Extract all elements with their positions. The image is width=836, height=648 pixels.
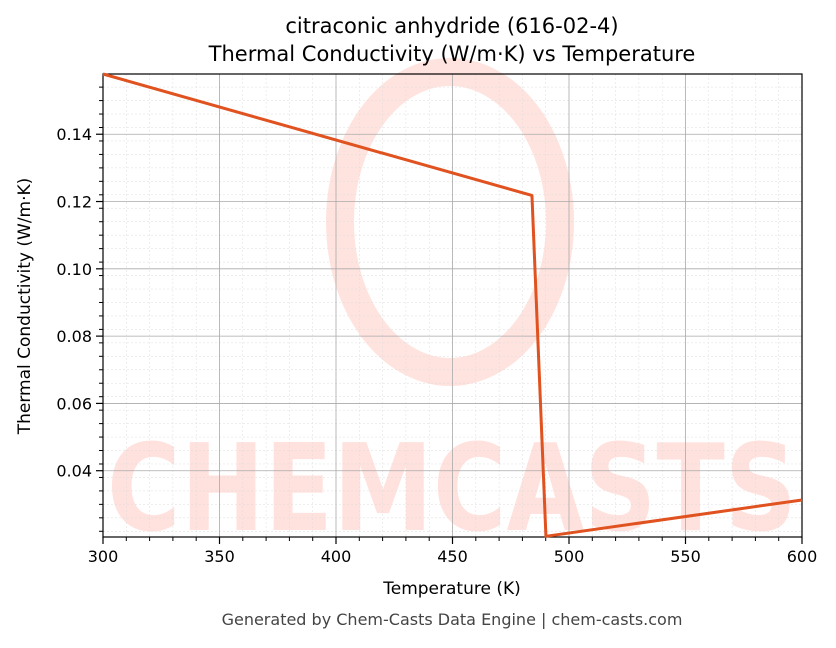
- y-tick-label: 0.04: [56, 462, 92, 481]
- chart-title: citraconic anhydride (616-02-4): [285, 14, 618, 38]
- y-tick-label: 0.06: [56, 394, 92, 413]
- footer-credit: Generated by Chem-Casts Data Engine | ch…: [222, 610, 683, 629]
- series-layer: [102, 72, 803, 538]
- series-line: [102, 72, 803, 538]
- x-tick-label: 500: [554, 547, 585, 566]
- y-tick-label: 0.10: [56, 260, 92, 279]
- x-axis-label: Temperature (K): [382, 579, 521, 599]
- y-tick-label: 0.08: [56, 327, 92, 346]
- x-tick-label: 350: [204, 547, 235, 566]
- svg-text:CHEMCASTS: CHEMCASTS: [107, 420, 797, 559]
- x-tick-label: 550: [670, 547, 701, 566]
- x-tick-label: 400: [321, 547, 352, 566]
- x-tick-label: 450: [437, 547, 468, 566]
- y-tick-label: 0.14: [56, 125, 92, 144]
- chart-subtitle: Thermal Conductivity (W/m·K) vs Temperat…: [208, 42, 696, 66]
- y-tick-label: 0.12: [56, 193, 92, 212]
- x-tick-label: 600: [787, 547, 818, 566]
- y-axis-label: Thermal Conductivity (W/m·K): [15, 178, 35, 436]
- watermark: CHEMCASTS: [107, 58, 797, 559]
- axes-ticks: 300 350 400 450 500 550 600 0.04 0.06 0.08 0.10 0.1…: [56, 86, 818, 566]
- x-tick-label: 300: [88, 547, 119, 566]
